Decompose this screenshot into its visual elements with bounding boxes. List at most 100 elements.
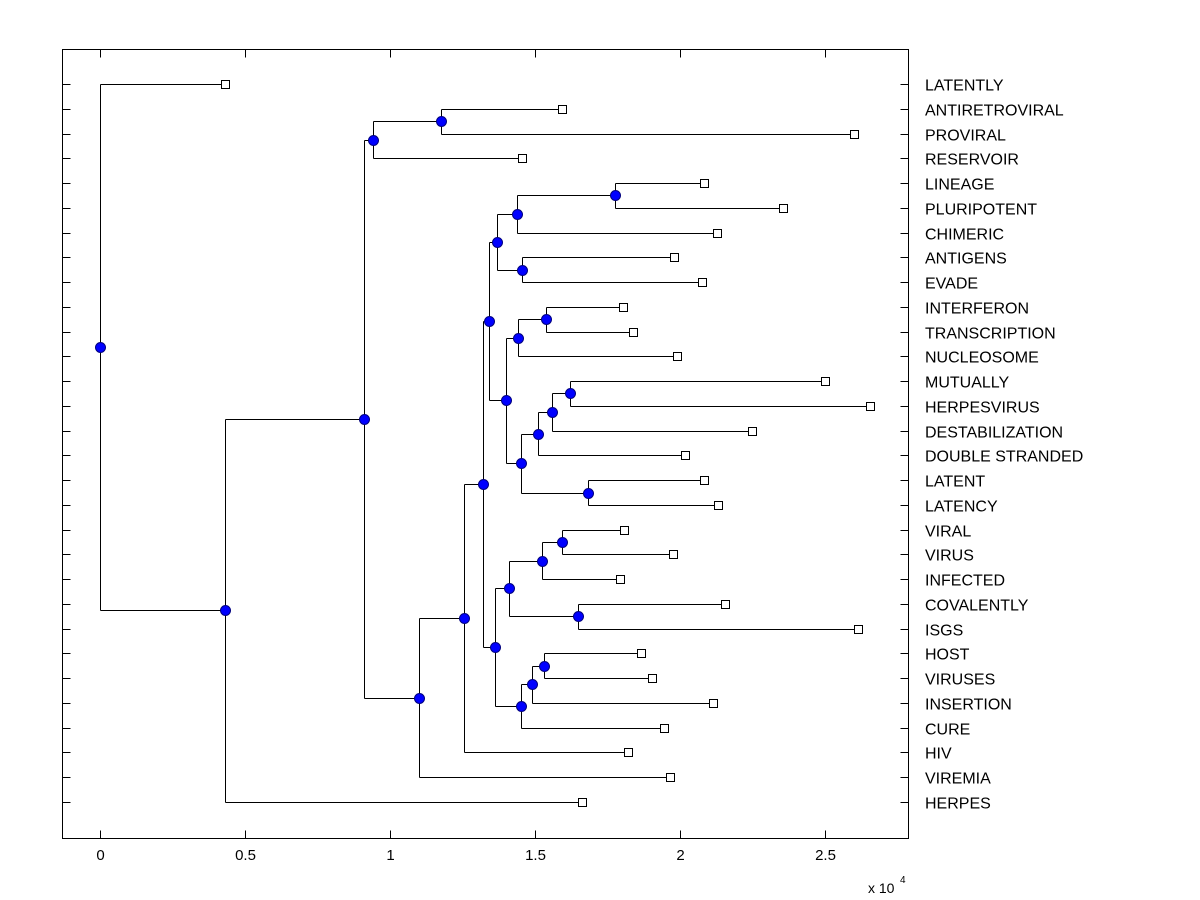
x-tick-label: 1.5 xyxy=(525,847,546,864)
leaf-label: VIREMIA xyxy=(925,771,991,788)
node-marker xyxy=(490,642,501,653)
leaf-label: ANTIRETROVIRAL xyxy=(925,103,1064,120)
leaf-label: DESTABILIZATION xyxy=(925,425,1063,442)
leaf-label: INTERFERON xyxy=(925,301,1029,318)
node-marker xyxy=(583,488,594,499)
leaf-label: HERPESVIRUS xyxy=(925,400,1040,417)
leaf-marker xyxy=(850,130,859,139)
leaf-label: INFECTED xyxy=(925,573,1005,590)
x-tick-label: 0 xyxy=(96,847,104,864)
leaf-label: TRANSCRIPTION xyxy=(925,326,1056,343)
leaf-marker xyxy=(748,427,757,436)
leaf-marker xyxy=(698,278,707,287)
leaf-marker xyxy=(713,229,722,238)
node-marker xyxy=(512,209,523,220)
leaf-marker xyxy=(669,550,678,559)
leaf-marker xyxy=(714,501,723,510)
leaf-label: LATENCY xyxy=(925,499,998,516)
leaf-marker xyxy=(666,773,675,782)
leaf-label: LINEAGE xyxy=(925,177,994,194)
leaf-label: DOUBLE STRANDED xyxy=(925,449,1083,466)
leaf-label: EVADE xyxy=(925,276,978,293)
x-tick-label: 1 xyxy=(386,847,394,864)
leaf-marker xyxy=(821,377,830,386)
leaf-marker xyxy=(619,303,628,312)
leaf-marker xyxy=(700,179,709,188)
node-marker xyxy=(537,556,548,567)
plot-frame xyxy=(62,49,909,839)
leaf-marker xyxy=(518,154,527,163)
node-marker xyxy=(501,395,512,406)
x-tick-label: 0.5 xyxy=(235,847,256,864)
leaf-label: PROVIRAL xyxy=(925,128,1006,145)
node-marker xyxy=(95,342,106,353)
node-marker xyxy=(492,237,503,248)
node-marker xyxy=(517,265,528,276)
leaf-label: COVALENTLY xyxy=(925,598,1029,615)
node-markers xyxy=(95,116,621,712)
node-marker xyxy=(610,190,621,201)
node-marker xyxy=(516,701,527,712)
leaf-label: CHIMERIC xyxy=(925,227,1004,244)
node-marker xyxy=(573,611,584,622)
leaf-marker xyxy=(721,600,730,609)
leaf-label: HIV xyxy=(925,746,952,763)
node-marker xyxy=(436,116,447,127)
leaf-label: VIRUS xyxy=(925,548,974,565)
leaf-label: ANTIGENS xyxy=(925,251,1007,268)
leaf-marker xyxy=(709,699,718,708)
leaf-label: PLURIPOTENT xyxy=(925,202,1037,219)
leaf-label: HOST xyxy=(925,647,970,664)
leaf-marker xyxy=(673,352,682,361)
node-marker xyxy=(565,388,576,399)
x-tick-label: 2.5 xyxy=(815,847,836,864)
node-marker xyxy=(459,613,470,624)
node-marker xyxy=(539,661,550,672)
x-multiplier-label: x 10 xyxy=(868,880,895,896)
node-marker xyxy=(220,605,231,616)
leaf-markers xyxy=(221,80,875,807)
leaf-label: CURE xyxy=(925,722,970,739)
leaf-label: LATENTLY xyxy=(925,78,1004,95)
node-marker xyxy=(533,429,544,440)
leaf-labels: LATENTLY ANTIRETROVIRAL PROVIRAL RESERVOIR L… xyxy=(925,78,1083,813)
leaf-label: HERPES xyxy=(925,796,991,813)
leaf-marker xyxy=(681,451,690,460)
leaf-label: LATENT xyxy=(925,474,985,491)
leaf-marker xyxy=(221,80,230,89)
leaf-label: VIRUSES xyxy=(925,672,995,689)
leaf-label: VIRAL xyxy=(925,524,971,541)
node-marker xyxy=(504,583,515,594)
leaf-marker xyxy=(620,526,629,535)
node-marker xyxy=(478,479,489,490)
leaf-label: INSERTION xyxy=(925,697,1012,714)
leaf-marker xyxy=(616,575,625,584)
x-tick-label: 2 xyxy=(676,847,684,864)
leaf-marker xyxy=(660,724,669,733)
leaf-label: MUTUALLY xyxy=(925,375,1009,392)
node-marker xyxy=(484,316,495,327)
node-marker xyxy=(527,679,538,690)
leaf-marker xyxy=(637,649,646,658)
x-multiplier-exponent: 4 xyxy=(900,875,906,886)
node-marker xyxy=(541,314,552,325)
node-marker xyxy=(513,333,524,344)
node-marker xyxy=(414,693,425,704)
node-marker xyxy=(368,135,379,146)
leaf-marker xyxy=(648,674,657,683)
leaf-label: NUCLEOSOME xyxy=(925,350,1039,367)
node-marker xyxy=(359,414,370,425)
y-ticks xyxy=(62,84,909,803)
leaf-marker xyxy=(629,328,638,337)
leaf-marker xyxy=(866,402,875,411)
leaf-marker xyxy=(558,105,567,114)
node-marker xyxy=(547,407,558,418)
leaf-marker xyxy=(578,798,587,807)
leaf-label: RESERVOIR xyxy=(925,152,1019,169)
node-marker xyxy=(557,537,568,548)
node-marker xyxy=(516,458,527,469)
x-ticks: 0 0.5 1 1.5 2 2.5 xyxy=(96,49,836,864)
leaf-marker xyxy=(624,748,633,757)
leaf-marker xyxy=(700,476,709,485)
